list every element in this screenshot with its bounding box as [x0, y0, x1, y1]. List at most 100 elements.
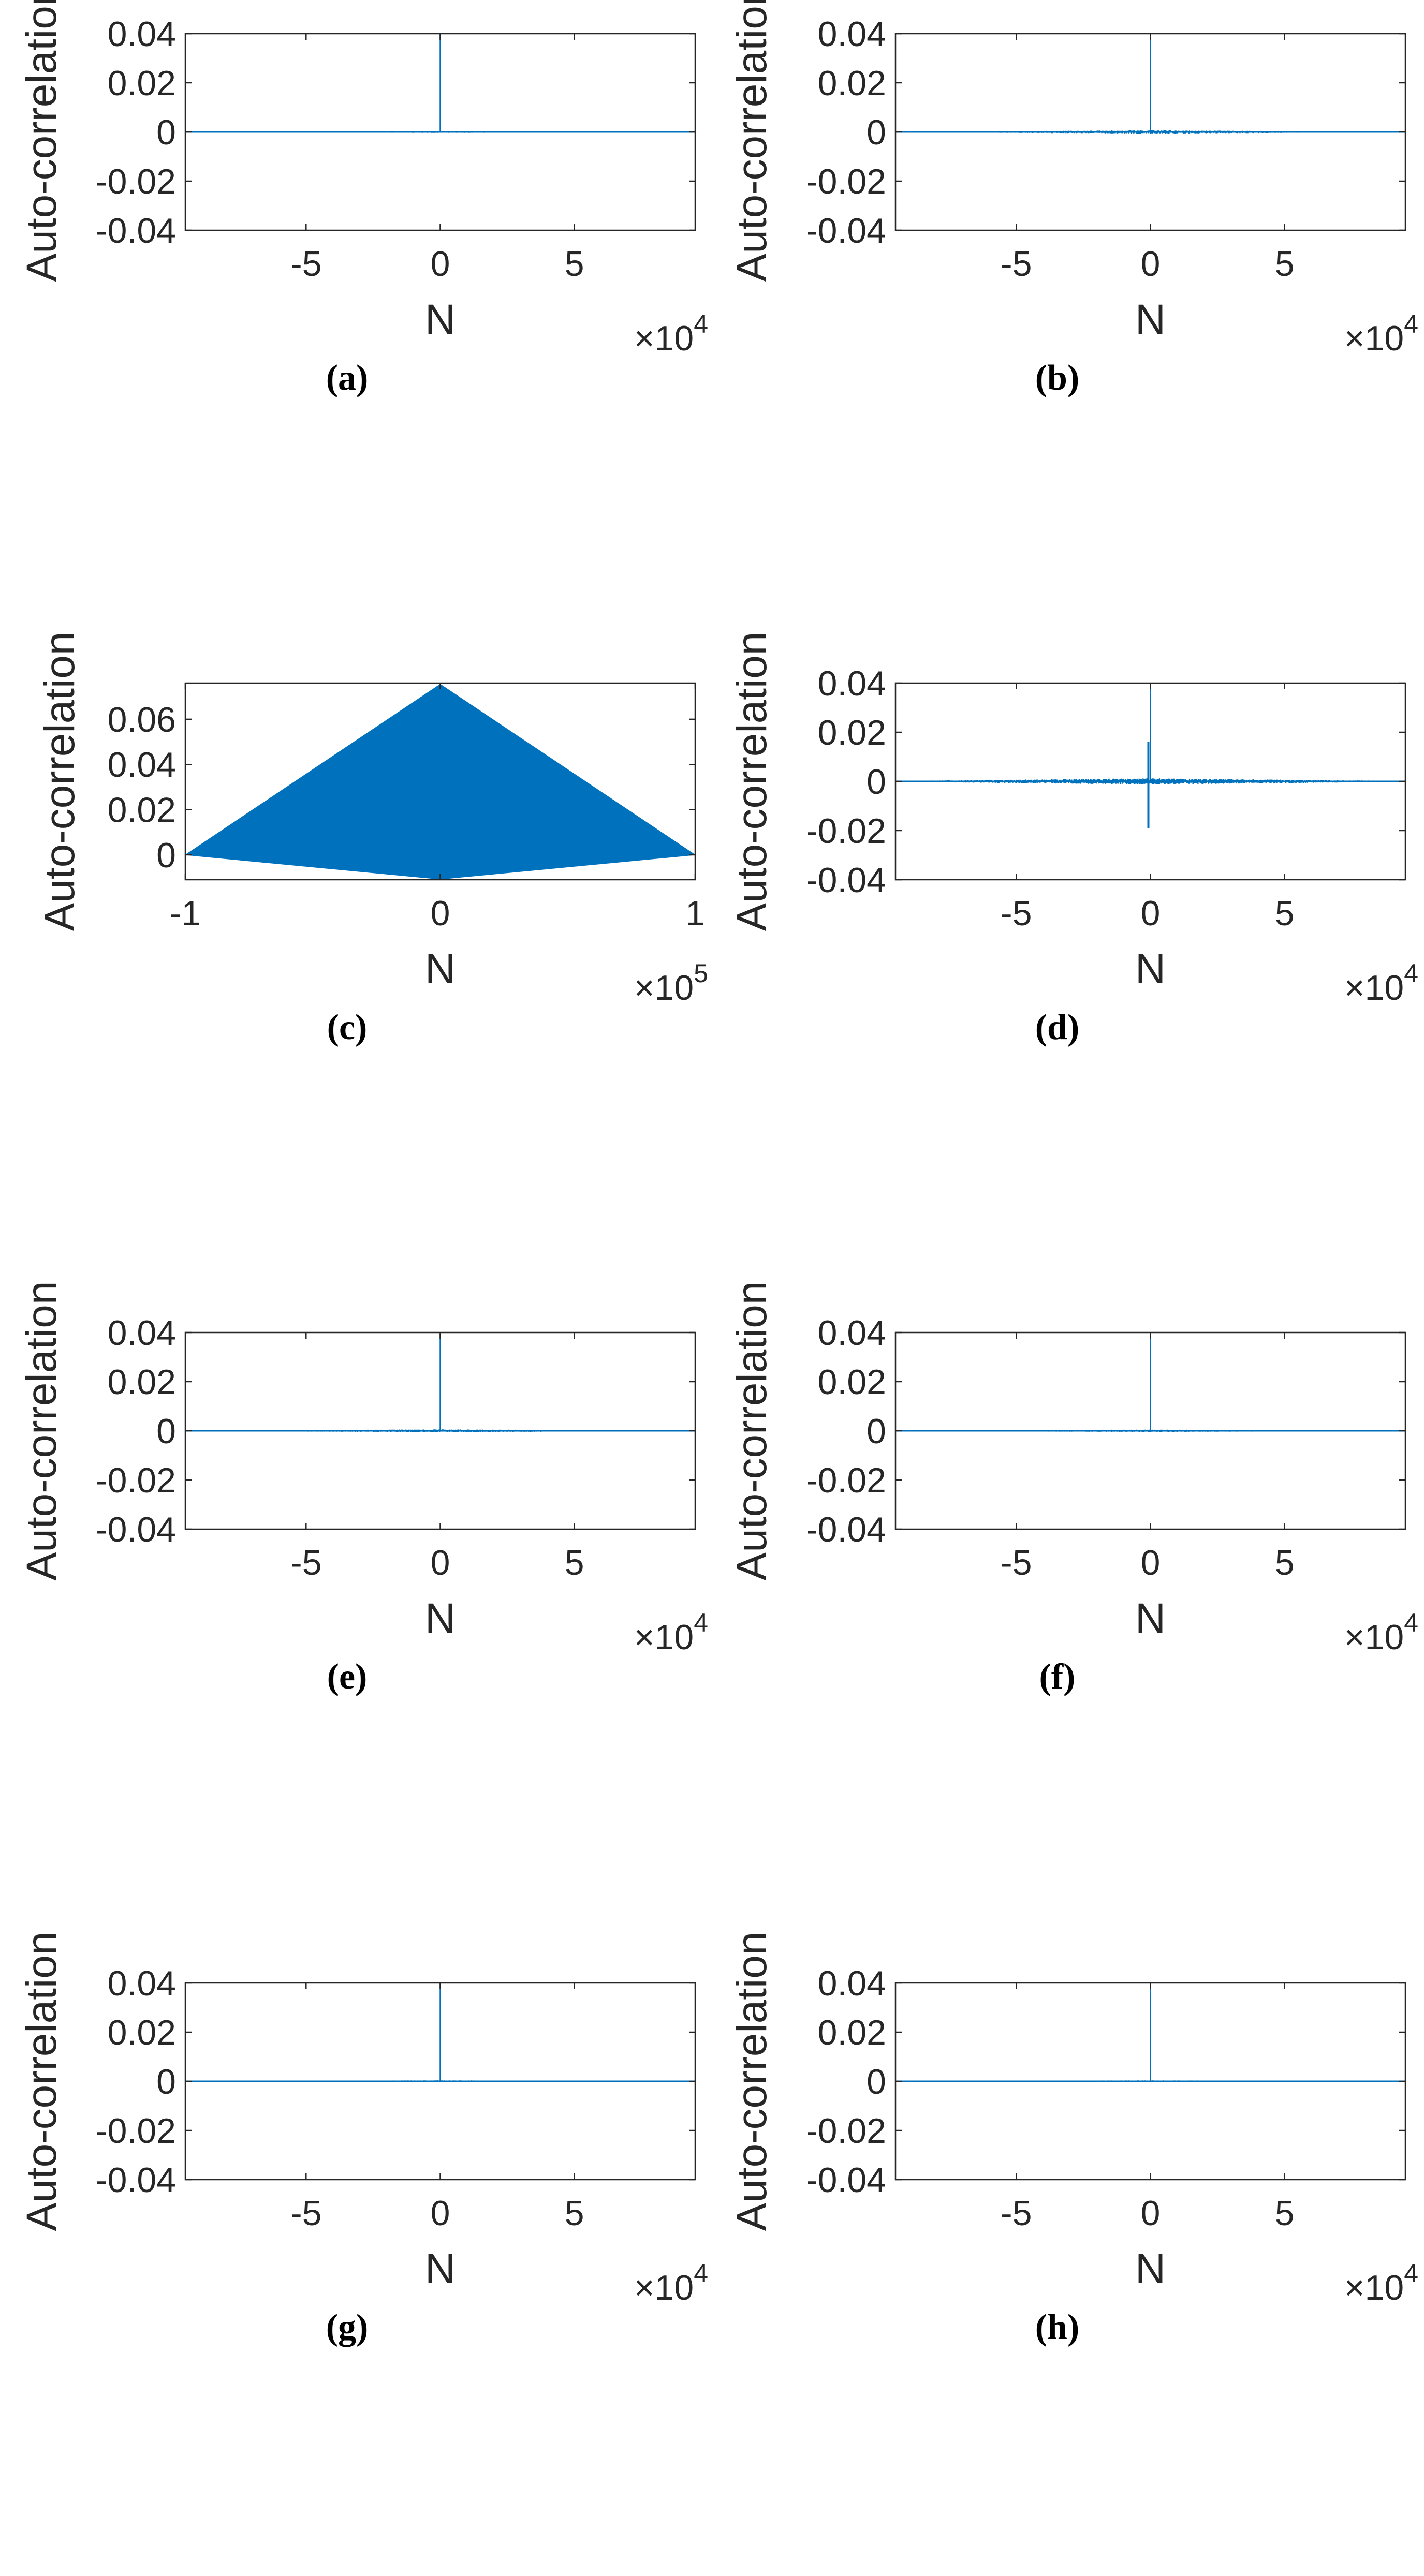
y-axis-label: Auto-correlation	[728, 1281, 775, 1581]
x-tick-label: 5	[1275, 894, 1295, 933]
y-tick-label: 0	[156, 2062, 176, 2101]
subfigure-caption: (a)	[326, 358, 369, 398]
y-tick-label: -0.02	[96, 162, 176, 201]
x-tick-label: 5	[1275, 244, 1295, 284]
subfigure-caption: (d)	[1035, 1008, 1080, 1047]
y-tick-label: -0.04	[806, 2160, 886, 2200]
subplot-h: -0.04 -0.02 0 0.02 0.04 -5 0 5 N ×104 Auto-correla…	[728, 1932, 1418, 2347]
x-axis-label: N	[1135, 296, 1166, 343]
subfigure-caption: (e)	[327, 1657, 368, 1697]
y-tick-label: 0	[867, 1412, 886, 1451]
y-tick-label: -0.04	[96, 211, 176, 250]
y-tick-label: 0.02	[818, 2013, 886, 2052]
x-tick-label: 0	[1141, 244, 1161, 284]
x-tick-label: 5	[565, 1543, 584, 1582]
y-tick-label: 0.04	[108, 14, 176, 54]
subplot-b: -0.04 -0.02 0 0.02 0.04 -5 0 5 N ×104 Auto-correla…	[728, 0, 1418, 398]
x-tick-label: 0	[1141, 894, 1161, 933]
y-tick-label: 0	[156, 1412, 176, 1451]
x-tick-label: 0	[431, 244, 450, 284]
y-tick-label: 0.02	[818, 713, 886, 752]
x-exponent-base: ×10	[1344, 319, 1404, 358]
x-tick-label: 5	[565, 2194, 584, 2233]
y-tick-label: 0.06	[108, 700, 176, 739]
y-axis-label: Auto-correlation	[18, 1281, 65, 1581]
y-tick-label: 0.02	[108, 64, 176, 103]
y-axis-label: Auto-correlation	[18, 1932, 65, 2231]
x-tick-label: -5	[1001, 244, 1032, 284]
y-tick-label: -0.02	[96, 1461, 176, 1500]
y-tick-label: -0.02	[806, 2111, 886, 2151]
x-tick-label: 0	[431, 894, 450, 933]
x-tick-label: -5	[1001, 1543, 1032, 1582]
x-axis-label: N	[1135, 945, 1166, 993]
x-tick-label: 1	[685, 894, 705, 933]
y-axis-label: Auto-correlation	[18, 0, 65, 282]
x-exponent-label: ×104	[1344, 2259, 1418, 2307]
x-tick-label: 0	[1141, 2194, 1161, 2233]
y-tick-label: 0	[867, 113, 886, 152]
y-tick-label: 0.02	[108, 791, 176, 830]
subplot-d: -0.04 -0.02 0 0.02 0.04 -5 0 5 N ×104 Auto-correla…	[728, 632, 1418, 1047]
x-tick-label: -5	[1001, 894, 1032, 933]
x-tick-label: -5	[1001, 2194, 1032, 2233]
subplot-a: -0.04 -0.02 0 0.02 0.04 -5 0 5 N ×104 Auto-correla…	[18, 0, 708, 398]
x-axis-label: N	[425, 2245, 456, 2292]
x-exponent-label: ×105	[634, 959, 708, 1008]
y-tick-label: 0.04	[818, 1313, 886, 1353]
y-tick-label: 0.02	[108, 1363, 176, 1402]
y-tick-label: -0.04	[96, 1510, 176, 1549]
y-tick-label: 0.04	[108, 745, 176, 784]
y-tick-label: -0.04	[806, 211, 886, 250]
y-tick-label: 0.02	[108, 2013, 176, 2052]
y-tick-label: 0	[156, 836, 176, 875]
x-tick-label: 5	[1275, 1543, 1295, 1582]
x-exponent-power: 4	[1404, 1608, 1418, 1637]
x-tick-label: 0	[1141, 1543, 1161, 1582]
subplot-g: -0.04 -0.02 0 0.02 0.04 -5 0 5 N ×104 Auto-correla…	[18, 1932, 708, 2347]
subplot-f: -0.04 -0.02 0 0.02 0.04 -5 0 5 N ×104 Auto-correla…	[728, 1281, 1418, 1697]
y-tick-label: -0.02	[806, 162, 886, 201]
y-tick-label: 0.04	[818, 664, 886, 703]
subplot-c: 0 0.02 0.04 0.06 -1 0 1 N ×105 Auto-correlation (c…	[36, 632, 708, 1047]
x-exponent-label: ×104	[634, 1608, 708, 1657]
y-tick-label: -0.02	[96, 2111, 176, 2151]
x-exponent-label: ×104	[1344, 959, 1418, 1008]
y-tick-label: 0	[156, 113, 176, 152]
x-axis-label: N	[425, 296, 456, 343]
subfigure-caption: (c)	[327, 1008, 368, 1047]
y-tick-label: 0	[867, 762, 886, 802]
x-exponent-power: 4	[1404, 309, 1418, 338]
y-axis-label: Auto-correlation	[728, 0, 775, 282]
x-tick-label: -1	[170, 894, 201, 933]
y-tick-label: -0.02	[806, 811, 886, 851]
y-tick-label: 0	[867, 2062, 886, 2101]
x-exponent-power: 4	[1404, 959, 1418, 988]
x-tick-label: 0	[431, 1543, 450, 1582]
y-axis-label: Auto-correlation	[728, 1932, 775, 2231]
x-exponent-label: ×104	[634, 309, 708, 358]
y-tick-label: 0.04	[108, 1313, 176, 1353]
x-exponent-base: ×10	[634, 1618, 694, 1657]
x-exponent-base: ×10	[634, 968, 694, 1008]
subfigure-caption: (g)	[326, 2307, 369, 2347]
subplot-e: -0.04 -0.02 0 0.02 0.04 -5 0 5 N ×104 Auto-correla…	[18, 1281, 708, 1697]
subfigure-caption: (f)	[1039, 1657, 1076, 1697]
y-tick-label: -0.04	[96, 2160, 176, 2200]
x-exponent-power: 4	[694, 2259, 708, 2288]
x-tick-label: -5	[290, 2194, 321, 2233]
y-axis-label: Auto-correlation	[36, 632, 83, 931]
y-axis-label: Auto-correlation	[728, 632, 775, 931]
x-axis-label: N	[425, 945, 456, 993]
x-exponent-base: ×10	[1344, 968, 1404, 1008]
y-tick-label: -0.04	[806, 861, 886, 900]
y-tick-label: 0.02	[818, 1363, 886, 1402]
x-axis-label: N	[425, 1595, 456, 1642]
x-exponent-power: 4	[694, 309, 708, 338]
x-exponent-base: ×10	[634, 2268, 694, 2307]
x-tick-label: 5	[565, 244, 584, 284]
subfigure-caption: (b)	[1035, 358, 1080, 398]
y-tick-label: 0.04	[108, 1964, 176, 2003]
x-exponent-power: 5	[694, 959, 708, 988]
y-tick-label: -0.04	[806, 1510, 886, 1549]
